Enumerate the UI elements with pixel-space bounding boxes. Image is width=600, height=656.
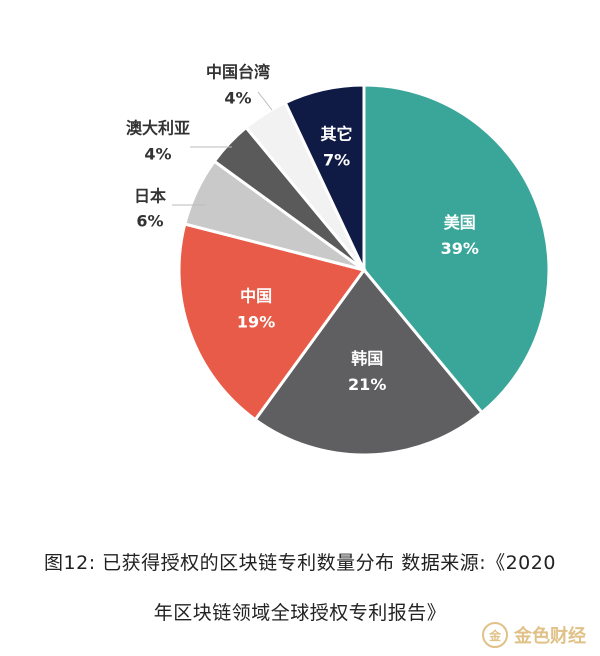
slice-name-label: 日本 [134,187,166,206]
slice-name-label: 澳大利亚 [126,119,190,138]
slice-value-label: 39% [441,239,479,258]
slice-name-label: 韩国 [351,349,383,368]
slice-name-label: 其它 [321,125,353,144]
caption-line-1: 图12: 已获得授权的区块链专利数量分布 数据来源:《2020 [44,552,556,574]
leader-line [257,91,273,111]
watermark-text: 金色财经 [514,626,586,647]
pie-slice [283,83,366,271]
pie-slice [362,83,551,415]
slice-name-label: 中国台湾 [206,63,270,82]
slice-name-label: 美国 [444,213,476,232]
pie-slice [177,222,367,422]
slice-value-label: 4% [224,89,251,108]
slice-value-label: 6% [136,212,163,231]
watermark: 金 金色财经 [482,622,586,648]
pie-slice [253,267,485,457]
slice-value-label: 7% [323,151,350,170]
slice-value-label: 4% [144,145,171,164]
caption-line-2: 年区块链领域全球授权专利报告》 [153,602,447,624]
pie-chart: 美国 39% 韩国 21% 中国 19% 日本 6% 澳大利亚 4% 中国台湾 4% 其它 7% [126,63,551,457]
slice-value-label: 19% [237,312,275,331]
slice-value-label: 21% [348,375,386,394]
slice-name-label: 中国 [240,286,272,305]
watermark-logo: 金 [482,622,508,648]
